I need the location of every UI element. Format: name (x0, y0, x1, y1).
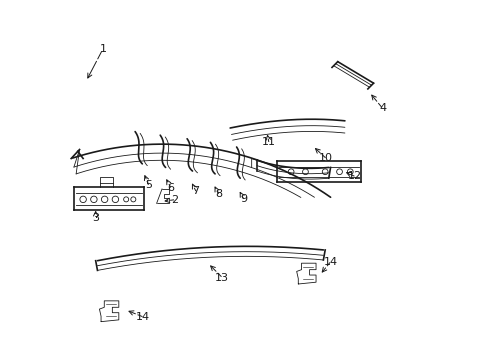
Text: 14: 14 (323, 257, 337, 267)
Text: 5: 5 (145, 180, 152, 190)
Text: 6: 6 (167, 183, 174, 193)
Text: 3: 3 (92, 213, 99, 222)
Text: 8: 8 (215, 189, 222, 199)
Text: 1: 1 (99, 44, 106, 54)
Text: 9: 9 (240, 194, 247, 204)
Text: 13: 13 (215, 273, 229, 283)
Text: 11: 11 (262, 138, 275, 147)
Text: 12: 12 (347, 171, 361, 181)
Text: 4: 4 (378, 103, 386, 113)
Text: 2: 2 (171, 195, 178, 205)
Text: 10: 10 (319, 153, 333, 163)
Text: 7: 7 (192, 186, 199, 197)
Text: 14: 14 (136, 312, 150, 322)
